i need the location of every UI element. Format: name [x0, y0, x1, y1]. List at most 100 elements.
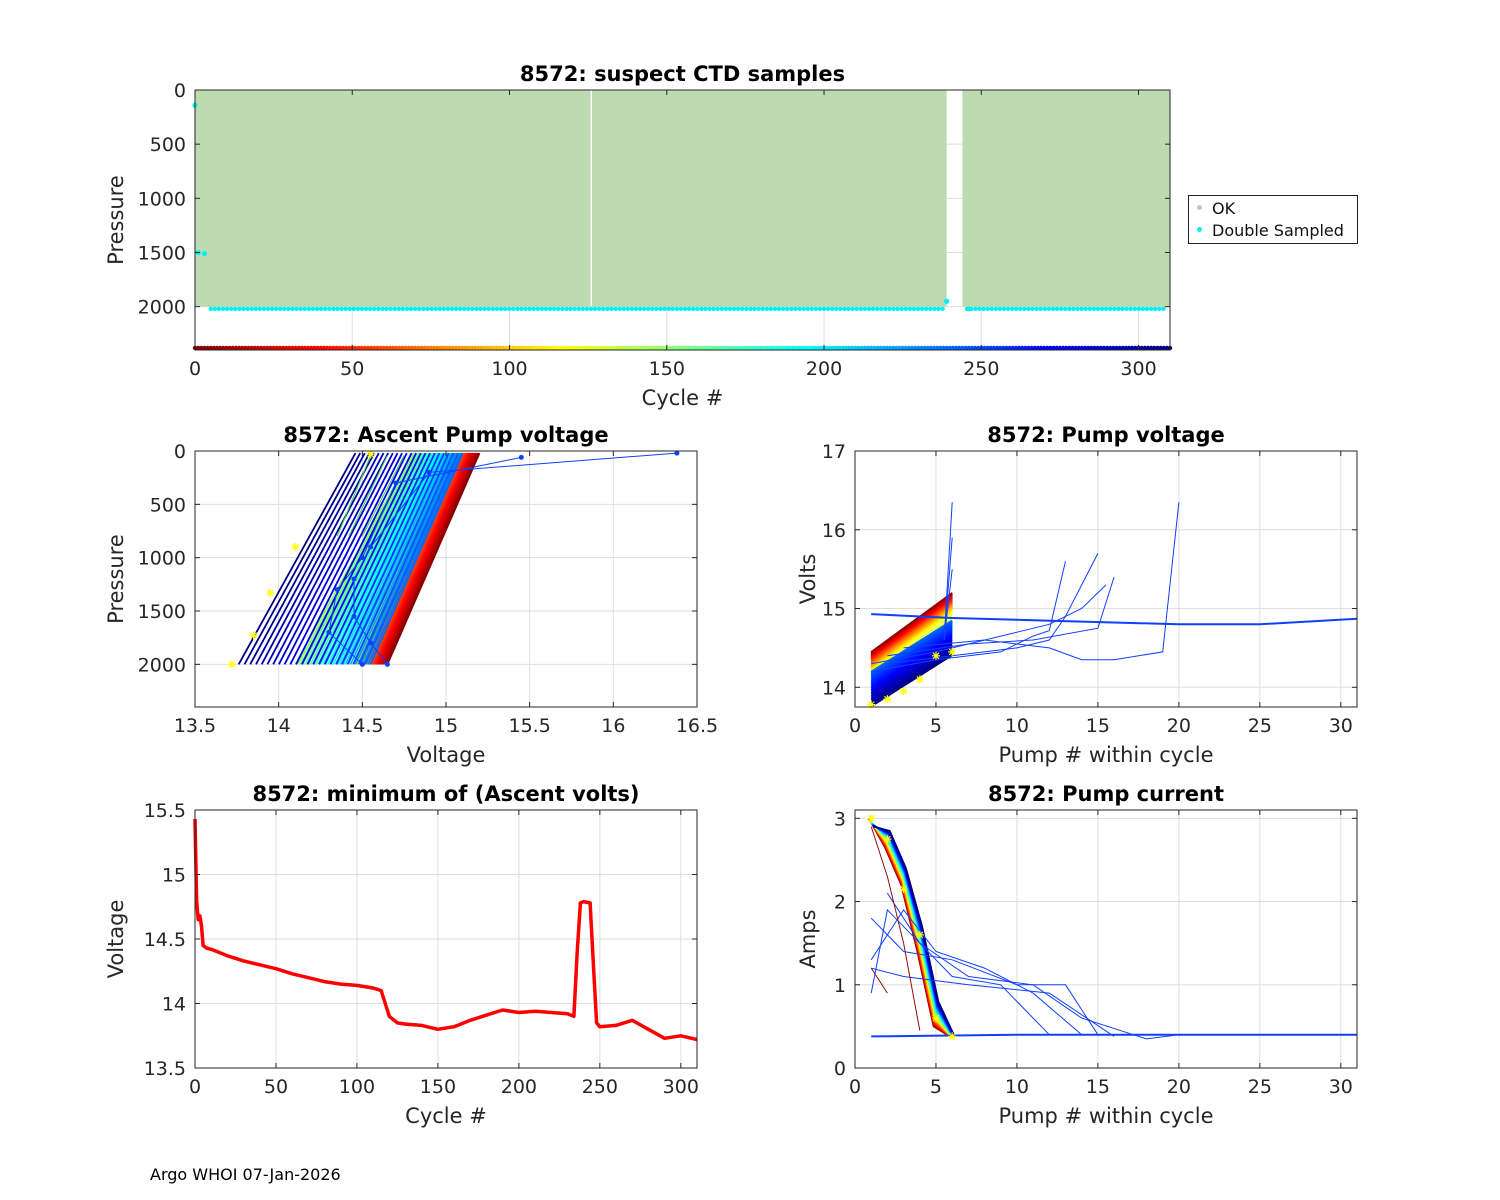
pump-voltage-line [870, 654, 953, 708]
double-sampled-point [1014, 306, 1019, 312]
double-sampled-point [699, 306, 704, 312]
x-tick-label: 15 [1086, 1076, 1110, 1098]
cycle-color-marker [494, 345, 500, 351]
double-sampled-point [384, 306, 389, 312]
pump-current-line [873, 825, 956, 1037]
double-sampled-point [613, 306, 618, 312]
ascent-profile-line [237, 452, 357, 665]
double-sampled-point [359, 306, 365, 312]
pump_v-series [867, 502, 1358, 709]
cycle-color-marker [516, 345, 522, 351]
double-sampled-point [470, 306, 475, 312]
cycle-color-marker [1032, 345, 1037, 351]
double-sampled-point [302, 306, 307, 312]
double-sampled-point [1005, 306, 1011, 312]
double-sampled-point [1026, 306, 1031, 312]
cycle-color-marker [982, 345, 987, 351]
legend-item-double-sampled: Double Sampled [1197, 221, 1344, 241]
cycle-color-marker [312, 345, 317, 351]
ascent-outlier-point [518, 454, 524, 460]
double-sampled-point [347, 306, 352, 312]
footer-text: Argo WHOI 07-Jan-2026 [150, 1165, 341, 1184]
double-sampled-point [731, 306, 737, 312]
cycle-color-marker [887, 345, 893, 351]
double-sampled-point [331, 306, 336, 312]
cycle-color-marker [815, 345, 820, 351]
double-sampled-point [556, 306, 561, 312]
double-sampled-point [776, 306, 782, 312]
double-sampled-point [895, 306, 900, 312]
cycle-color-marker [582, 345, 588, 351]
y-tick-label: 1 [834, 975, 846, 997]
cycle-color-marker [903, 345, 909, 351]
pump-current-long-line [870, 917, 1099, 1035]
profile-block [962, 90, 1170, 307]
star-marker [366, 450, 375, 459]
double-sampled-point [241, 306, 246, 312]
cycle-color-marker [469, 345, 474, 351]
double-sampled-point [531, 306, 536, 312]
cycle-color-marker [856, 345, 861, 351]
double-sampled-point [801, 306, 806, 312]
ascent-profile-line [295, 452, 403, 665]
double-sampled-point [310, 306, 316, 312]
double-sampled-point [245, 306, 250, 312]
double-sampled-point [261, 306, 267, 312]
x-tick-label: 150 [649, 358, 685, 380]
cycle-color-marker [611, 345, 616, 351]
profile-block [591, 90, 947, 307]
double-sampled-point [621, 306, 626, 312]
cycle-color-marker [922, 345, 927, 351]
x-tick-label: 25 [1248, 715, 1272, 737]
ascent-profile-line [348, 455, 388, 537]
pump_i-title: 8572: Pump current [988, 782, 1224, 806]
x-tick-label: 15.5 [509, 715, 551, 737]
ascent-profile-line [361, 455, 405, 537]
cycle-color-marker [274, 345, 279, 351]
cycle-color-marker [243, 345, 248, 351]
double-sampled-point [670, 306, 675, 312]
cycle-color-marker [840, 345, 846, 351]
ascent-profile-line [346, 452, 445, 665]
pump_v-title: 8572: Pump voltage [987, 423, 1225, 447]
cycle-color-marker [233, 345, 239, 351]
double-sampled-point [715, 306, 720, 312]
cycle-color-marker [211, 345, 217, 351]
cycle-color-marker [881, 345, 886, 351]
ascent-profile-line [318, 452, 422, 665]
double-sampled-point [466, 306, 471, 312]
cycle-color-marker [777, 345, 783, 351]
cycle-color-marker [397, 345, 402, 351]
cycle-color-marker [928, 345, 934, 351]
double-sampled-point [817, 306, 823, 312]
cycle-color-marker [853, 345, 858, 351]
cycle-color-marker [362, 345, 368, 351]
ascent-profile-line [358, 452, 455, 665]
cycle-color-marker [538, 345, 544, 351]
cycle-color-marker [1013, 345, 1019, 351]
ascent-profile-line [283, 452, 394, 665]
double-sampled-point [408, 306, 414, 312]
ascent-outlier-point [351, 576, 357, 582]
double-sampled-point [928, 306, 933, 312]
pump-voltage-line [870, 624, 953, 677]
double-sampled-point [380, 306, 385, 312]
pump-voltage-line [870, 651, 953, 705]
double-sampled-point [1009, 306, 1015, 312]
cycle-color-marker [592, 345, 597, 351]
double-sampled-point [641, 306, 647, 312]
double-sampled-point [625, 306, 630, 312]
cycle-color-marker [419, 345, 424, 351]
double-sampled-point [1103, 306, 1109, 312]
star-marker [227, 660, 236, 669]
cycle-color-marker [548, 345, 553, 351]
cycle-color-marker [633, 345, 638, 351]
double-sampled-point [940, 306, 945, 312]
double-sampled-point [339, 306, 344, 312]
ctd-title: 8572: suspect CTD samples [520, 62, 845, 86]
x-tick-label: 30 [1329, 1076, 1353, 1098]
cycle-color-marker [466, 345, 471, 351]
cycle-color-marker [299, 345, 305, 351]
double-sampled-point [588, 306, 594, 312]
double-sampled-point [1050, 306, 1056, 312]
